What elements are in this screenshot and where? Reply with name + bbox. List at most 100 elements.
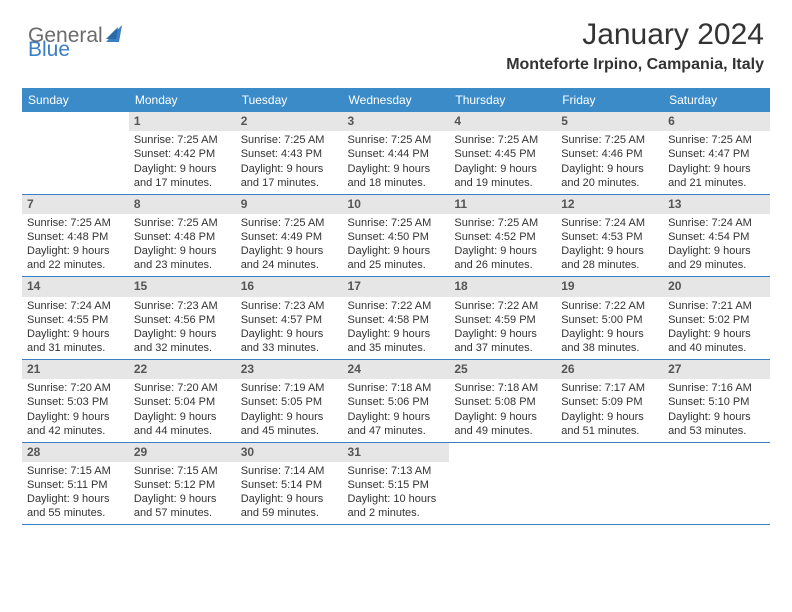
sunrise: Sunrise: 7:25 AM: [241, 133, 338, 147]
sunrise: Sunrise: 7:20 AM: [27, 381, 124, 395]
daylight-line1: Daylight: 9 hours: [348, 410, 445, 424]
calendar-cell: 21Sunrise: 7:20 AMSunset: 5:03 PMDayligh…: [22, 360, 129, 443]
day-details: Sunrise: 7:22 AMSunset: 5:00 PMDaylight:…: [556, 297, 663, 359]
sunrise: Sunrise: 7:16 AM: [668, 381, 765, 395]
sunrise: Sunrise: 7:15 AM: [134, 464, 231, 478]
daylight-line2: and 18 minutes.: [348, 176, 445, 190]
daylight-line1: Daylight: 9 hours: [134, 410, 231, 424]
day-header: Tuesday: [236, 88, 343, 112]
daylight-line1: Daylight: 10 hours: [348, 492, 445, 506]
day-header: Monday: [129, 88, 236, 112]
sunset: Sunset: 4:54 PM: [668, 230, 765, 244]
daylight-line2: and 59 minutes.: [241, 506, 338, 520]
day-details: Sunrise: 7:25 AMSunset: 4:42 PMDaylight:…: [129, 131, 236, 193]
calendar-cell: 17Sunrise: 7:22 AMSunset: 4:58 PMDayligh…: [343, 277, 450, 360]
daylight-line2: and 53 minutes.: [668, 424, 765, 438]
sunset: Sunset: 4:58 PM: [348, 313, 445, 327]
calendar-cell: 18Sunrise: 7:22 AMSunset: 4:59 PMDayligh…: [449, 277, 556, 360]
calendar-cell: 0: [22, 112, 129, 195]
daylight-line2: and 22 minutes.: [27, 258, 124, 272]
title-block: January 2024 Monteforte Irpino, Campania…: [506, 18, 764, 74]
calendar-cell: 10Sunrise: 7:25 AMSunset: 4:50 PMDayligh…: [343, 195, 450, 278]
sunrise: Sunrise: 7:25 AM: [27, 216, 124, 230]
daylight-line2: and 37 minutes.: [454, 341, 551, 355]
calendar-cell: 31Sunrise: 7:13 AMSunset: 5:15 PMDayligh…: [343, 443, 450, 526]
day-number: 28: [22, 443, 129, 462]
sunset: Sunset: 5:12 PM: [134, 478, 231, 492]
logo-word2: Blue: [28, 38, 70, 61]
daylight-line2: and 51 minutes.: [561, 424, 658, 438]
daylight-line1: Daylight: 9 hours: [668, 162, 765, 176]
calendar-cell: 5Sunrise: 7:25 AMSunset: 4:46 PMDaylight…: [556, 112, 663, 195]
day-details: Sunrise: 7:25 AMSunset: 4:48 PMDaylight:…: [129, 214, 236, 276]
sunset: Sunset: 4:56 PM: [134, 313, 231, 327]
day-number: 17: [343, 277, 450, 296]
day-number: 13: [663, 195, 770, 214]
calendar-cell: 30Sunrise: 7:14 AMSunset: 5:14 PMDayligh…: [236, 443, 343, 526]
calendar-cell: 12Sunrise: 7:24 AMSunset: 4:53 PMDayligh…: [556, 195, 663, 278]
day-details: Sunrise: 7:15 AMSunset: 5:11 PMDaylight:…: [22, 462, 129, 524]
sunset: Sunset: 5:10 PM: [668, 395, 765, 409]
daylight-line1: Daylight: 9 hours: [348, 327, 445, 341]
daylight-line1: Daylight: 9 hours: [668, 327, 765, 341]
daylight-line1: Daylight: 9 hours: [134, 244, 231, 258]
daylight-line1: Daylight: 9 hours: [561, 410, 658, 424]
day-number: 12: [556, 195, 663, 214]
calendar-cell: 23Sunrise: 7:19 AMSunset: 5:05 PMDayligh…: [236, 360, 343, 443]
calendar-cell: 14Sunrise: 7:24 AMSunset: 4:55 PMDayligh…: [22, 277, 129, 360]
day-details: Sunrise: 7:23 AMSunset: 4:56 PMDaylight:…: [129, 297, 236, 359]
daylight-line2: and 21 minutes.: [668, 176, 765, 190]
sunset: Sunset: 4:49 PM: [241, 230, 338, 244]
daylight-line2: and 35 minutes.: [348, 341, 445, 355]
day-details: Sunrise: 7:24 AMSunset: 4:54 PMDaylight:…: [663, 214, 770, 276]
day-details: Sunrise: 7:16 AMSunset: 5:10 PMDaylight:…: [663, 379, 770, 441]
day-number: 7: [22, 195, 129, 214]
daylight-line2: and 29 minutes.: [668, 258, 765, 272]
calendar-cell: 26Sunrise: 7:17 AMSunset: 5:09 PMDayligh…: [556, 360, 663, 443]
day-number: 11: [449, 195, 556, 214]
day-number: 2: [236, 112, 343, 131]
day-number: 19: [556, 277, 663, 296]
sunset: Sunset: 5:08 PM: [454, 395, 551, 409]
sunrise: Sunrise: 7:21 AM: [668, 299, 765, 313]
daylight-line2: and 42 minutes.: [27, 424, 124, 438]
sunrise: Sunrise: 7:15 AM: [27, 464, 124, 478]
sunrise: Sunrise: 7:20 AM: [134, 381, 231, 395]
day-header: Friday: [556, 88, 663, 112]
sunrise: Sunrise: 7:18 AM: [454, 381, 551, 395]
day-number: 16: [236, 277, 343, 296]
day-header: Thursday: [449, 88, 556, 112]
day-details: Sunrise: 7:24 AMSunset: 4:55 PMDaylight:…: [22, 297, 129, 359]
day-number: 3: [343, 112, 450, 131]
sunrise: Sunrise: 7:18 AM: [348, 381, 445, 395]
daylight-line1: Daylight: 9 hours: [668, 410, 765, 424]
daylight-line1: Daylight: 9 hours: [454, 410, 551, 424]
calendar-grid: SundayMondayTuesdayWednesdayThursdayFrid…: [22, 88, 770, 525]
sunset: Sunset: 4:42 PM: [134, 147, 231, 161]
day-details: Sunrise: 7:13 AMSunset: 5:15 PMDaylight:…: [343, 462, 450, 524]
daylight-line1: Daylight: 9 hours: [561, 327, 658, 341]
daylight-line1: Daylight: 9 hours: [561, 162, 658, 176]
day-number: 20: [663, 277, 770, 296]
daylight-line2: and 2 minutes.: [348, 506, 445, 520]
daylight-line2: and 20 minutes.: [561, 176, 658, 190]
daylight-line2: and 31 minutes.: [27, 341, 124, 355]
sunset: Sunset: 4:47 PM: [668, 147, 765, 161]
sunrise: Sunrise: 7:25 AM: [241, 216, 338, 230]
calendar-cell: 1Sunrise: 7:25 AMSunset: 4:42 PMDaylight…: [129, 112, 236, 195]
sunrise: Sunrise: 7:23 AM: [134, 299, 231, 313]
day-details: Sunrise: 7:25 AMSunset: 4:48 PMDaylight:…: [22, 214, 129, 276]
day-number: 4: [449, 112, 556, 131]
sunrise: Sunrise: 7:23 AM: [241, 299, 338, 313]
sunset: Sunset: 4:44 PM: [348, 147, 445, 161]
sunset: Sunset: 4:57 PM: [241, 313, 338, 327]
day-details: Sunrise: 7:22 AMSunset: 4:58 PMDaylight:…: [343, 297, 450, 359]
logo-sail-icon: [106, 25, 126, 48]
calendar-cell: 6Sunrise: 7:25 AMSunset: 4:47 PMDaylight…: [663, 112, 770, 195]
daylight-line2: and 17 minutes.: [134, 176, 231, 190]
day-number: 6: [663, 112, 770, 131]
sunrise: Sunrise: 7:25 AM: [134, 133, 231, 147]
sunrise: Sunrise: 7:17 AM: [561, 381, 658, 395]
day-details: Sunrise: 7:24 AMSunset: 4:53 PMDaylight:…: [556, 214, 663, 276]
sunrise: Sunrise: 7:25 AM: [348, 133, 445, 147]
